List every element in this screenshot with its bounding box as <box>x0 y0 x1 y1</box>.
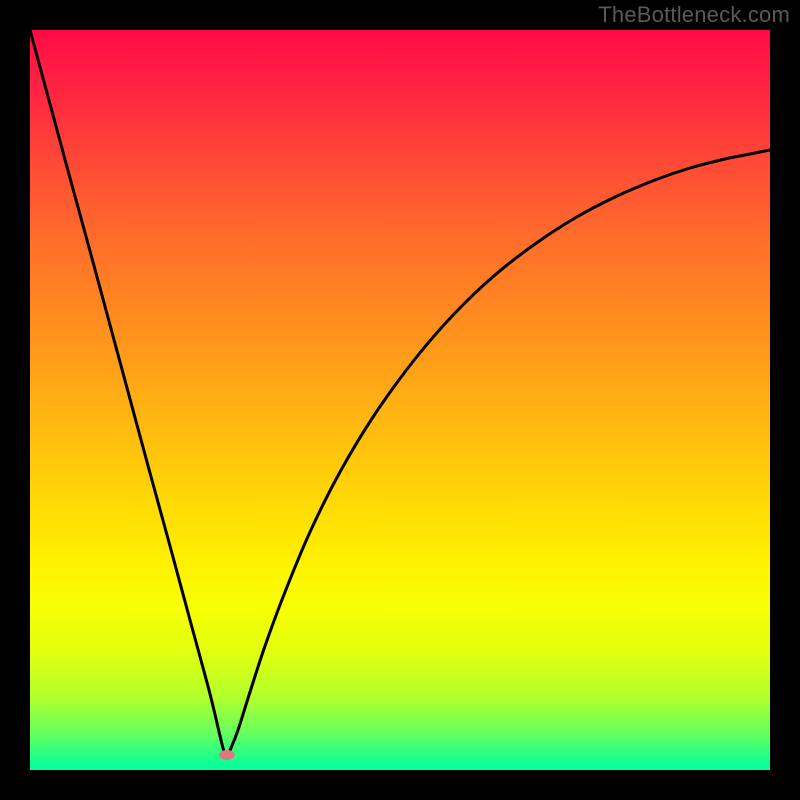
plot-background <box>30 30 770 770</box>
gradient-rect <box>30 30 770 770</box>
chart-container: TheBottleneck.com <box>0 0 800 800</box>
watermark-text: TheBottleneck.com <box>598 2 790 28</box>
